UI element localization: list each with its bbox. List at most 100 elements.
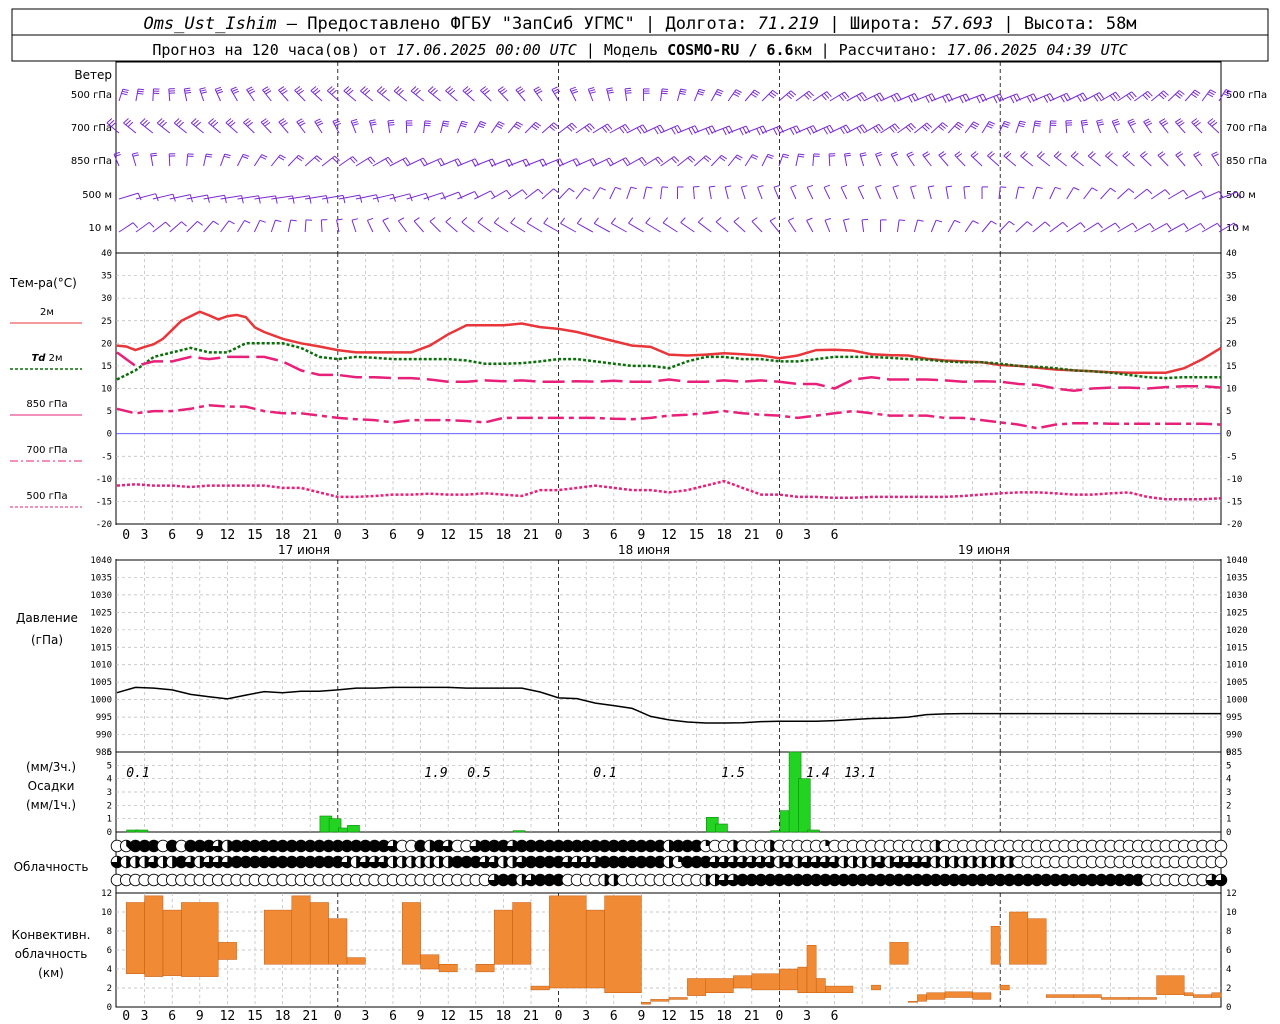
wind-barb-shaft (199, 88, 205, 102)
wind-barb-feather (347, 89, 354, 95)
wind-barb-feather (873, 127, 879, 134)
wind-barb-feather (193, 119, 199, 126)
pressure-tick-right: 990 (1226, 731, 1242, 741)
wind-barb-feather (772, 89, 779, 95)
wind-barb-feather (894, 123, 900, 130)
conv-tick-right: 6 (1226, 946, 1231, 956)
temp-tick-left: -5 (101, 452, 112, 462)
wind-barb-shaft (626, 156, 643, 167)
wind-barb-feather (924, 124, 930, 130)
wind-barb-shaft (1087, 155, 1101, 167)
wind-barb-feather (296, 118, 303, 123)
wind-barb-feather (1166, 223, 1172, 230)
wind-barb-feather (454, 159, 459, 167)
wind-barb-feather (515, 123, 522, 128)
wind-barb-shaft (237, 195, 259, 200)
wind-barb-feather (551, 86, 558, 91)
wind-barb-shaft (406, 192, 427, 200)
hour-label: 9 (637, 528, 645, 543)
wind-barb-feather (908, 95, 913, 103)
wind-barb-feather (1216, 222, 1223, 230)
hour-label-bottom: 0 (775, 1009, 783, 1024)
conv-tick-left: 8 (107, 927, 112, 937)
wind-barb-feather (1018, 122, 1026, 126)
cloud-fill-high (442, 840, 454, 852)
wind-barb-shaft (930, 220, 937, 233)
wind-barb-shaft (480, 90, 492, 102)
wind-barb-feather (861, 92, 867, 99)
pressure-tick-left: 1030 (90, 591, 112, 601)
precip-bar (807, 829, 820, 833)
wind-barb-feather (917, 219, 924, 222)
wind-barb-feather (1193, 151, 1200, 156)
wind-barb-feather (1124, 153, 1131, 158)
wind-barb-feather (1081, 121, 1088, 124)
hour-label: 9 (417, 528, 425, 543)
wind-barb-feather (1070, 151, 1077, 157)
precip-bar (328, 818, 342, 833)
conv-tick-left: 12 (101, 889, 112, 899)
temp-tick-right: 25 (1226, 317, 1237, 327)
wind-barb-feather (326, 86, 333, 92)
wind-barbs (106, 86, 1241, 233)
wind-barb-feather (925, 96, 930, 103)
wind-barb-feather (278, 156, 285, 161)
wind-barb-shaft (541, 188, 554, 200)
wind-barb-shaft (927, 186, 932, 200)
wind-barb-shaft (606, 88, 611, 102)
wind-barb-feather (570, 88, 577, 92)
wind-barb-feather (315, 120, 322, 125)
pressure-tick-left: 1005 (90, 678, 112, 688)
convective-bar (926, 992, 946, 1000)
wind-barb-feather (425, 193, 430, 201)
cloud-fill-middle (184, 856, 197, 868)
wind-barb-feather (462, 86, 469, 92)
precip-tick-left: 5 (107, 761, 112, 771)
day-label-2: 18 июня (618, 543, 670, 557)
wind-barb-feather (1209, 120, 1216, 125)
wind-barb-feather (1130, 122, 1137, 127)
wind-barb-shaft (1175, 121, 1186, 134)
wind-barb-feather (382, 217, 389, 221)
wind-barb-feather (610, 217, 616, 224)
wind-barb-feather (1207, 93, 1214, 98)
wind-barb-feather (1036, 151, 1043, 157)
wind-barb-shaft (790, 187, 797, 200)
wind-barb-feather (181, 221, 187, 227)
wind-barb-feather (641, 156, 647, 164)
wind-barb-shaft (220, 153, 226, 167)
wind-barb-feather (376, 194, 380, 203)
wind-barb-feather (892, 153, 899, 157)
wind-barb-shaft (843, 219, 848, 233)
wind-barb-feather (770, 91, 777, 97)
temp-tick-left: 10 (101, 385, 112, 395)
cloudiness-symbols (110, 839, 1228, 887)
wind-barb-feather (551, 124, 558, 130)
wind-barb-feather (314, 157, 320, 163)
lat-value: 57.693 (932, 14, 993, 34)
hour-label: 12 (220, 528, 236, 543)
wind-barb-feather (588, 87, 595, 90)
wind-level-700hpa-right: 700 гПа (1226, 123, 1267, 134)
convective-bar (162, 909, 182, 976)
legend-td-level: 2м (49, 353, 63, 364)
wind-barb-feather (260, 118, 267, 123)
wind-barb-feather (1158, 94, 1165, 100)
wind-barb-feather (132, 222, 139, 229)
wind-barb-feather (717, 88, 724, 93)
precip-tick-right: 4 (1226, 775, 1231, 785)
convective-bar (687, 978, 707, 996)
wind-barb-feather (725, 185, 732, 188)
wind-barb-feather (659, 124, 665, 132)
wind-barb-feather (216, 91, 224, 94)
wind-barb-feather (228, 220, 235, 225)
wind-barb-feather (151, 154, 158, 157)
convective-bar (1128, 997, 1157, 1000)
wind-barb-feather (1147, 91, 1153, 97)
hour-label: 3 (361, 528, 369, 543)
wind-barb-feather (312, 88, 319, 93)
wind-barb-shaft (440, 191, 459, 200)
wind-barb-feather (786, 94, 792, 100)
pressure-y-ticks: 1040 1040 1035 1035 1030 1030 1025 1025 1020 1020… (90, 556, 1247, 758)
wind-barb-feather (606, 87, 613, 90)
